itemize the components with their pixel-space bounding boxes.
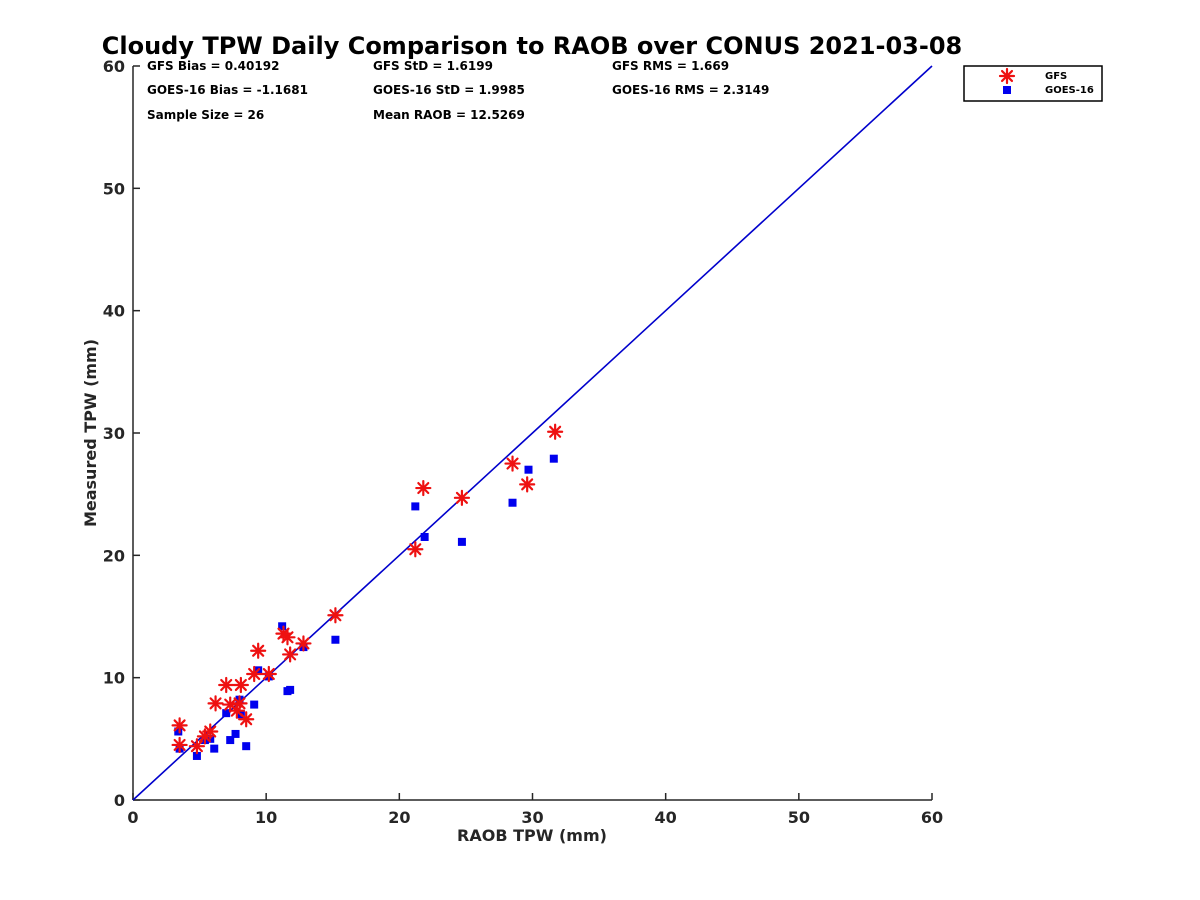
y-tick-label: 40: [103, 302, 125, 321]
x-tick-label: 0: [127, 808, 138, 827]
chart-title: Cloudy TPW Daily Comparison to RAOB over…: [102, 32, 962, 60]
gfs-point: [231, 695, 248, 712]
y-tick-label: 60: [103, 57, 125, 76]
legend: GFS GOES-16: [963, 65, 1103, 102]
gfs-point: [218, 676, 235, 694]
data-points: [171, 423, 564, 760]
goes16-point: [231, 729, 240, 738]
gfs-point: [282, 646, 299, 663]
gfs-point: [238, 711, 255, 728]
x-tick-label: 40: [655, 808, 677, 827]
gfs-point: [504, 455, 521, 472]
x-tick-label: 20: [388, 808, 410, 827]
gfs-point: [171, 736, 188, 754]
gfs-point: [188, 738, 206, 755]
gfs-point: [202, 723, 219, 740]
stat-gfs-rms: GFS RMS = 1.669: [612, 59, 729, 73]
gfs-point: [547, 423, 564, 440]
x-tick-label: 50: [788, 808, 810, 827]
goes16-point: [226, 736, 235, 745]
legend-box: [963, 65, 1103, 102]
legend-gfs-asterisk-icon: [998, 67, 1016, 85]
gfs-point: [171, 717, 188, 734]
stat-mean-raob: Mean RAOB = 12.5269: [373, 108, 525, 122]
goes16-point: [457, 537, 466, 546]
gfs-point: [207, 695, 224, 712]
goes16-point: [174, 727, 183, 736]
x-tick-label: 30: [521, 808, 543, 827]
legend-goes-square-icon: [1003, 86, 1011, 94]
one-to-one-line: [132, 65, 933, 801]
goes16-point: [250, 700, 259, 709]
y-tick-label: 20: [103, 546, 125, 565]
stat-goes-bias: GOES-16 Bias = -1.1681: [147, 83, 308, 97]
legend-gfs-label: GFS: [1045, 71, 1067, 82]
goes16-point: [549, 454, 558, 463]
legend-goes-label: GOES-16: [1045, 85, 1094, 96]
goes16-point: [242, 742, 251, 751]
gfs-point: [327, 607, 344, 624]
y-tick-label: 10: [103, 669, 125, 688]
gfs-point: [250, 642, 267, 659]
gfs-point: [407, 541, 424, 558]
stat-goes-rms: GOES-16 RMS = 2.3149: [612, 83, 769, 97]
goes16-point: [222, 709, 231, 718]
goes16-point: [524, 465, 533, 474]
goes16-point: [411, 502, 420, 511]
x-axis-label: RAOB TPW (mm): [457, 826, 607, 845]
gfs-point: [519, 476, 536, 493]
goes16-point: [192, 751, 201, 760]
y-tick-label: 0: [114, 791, 125, 810]
y-tick-label: 50: [103, 179, 125, 198]
goes16-point: [286, 685, 295, 694]
gfs-point: [453, 489, 471, 506]
goes16-point: [278, 622, 287, 631]
goes16-point: [508, 498, 517, 507]
goes16-point: [210, 744, 219, 753]
gfs-point: [279, 629, 296, 646]
stat-gfs-std: GFS StD = 1.6199: [373, 59, 493, 73]
y-axis-label: Measured TPW (mm): [81, 339, 100, 527]
x-tick-label: 10: [255, 808, 277, 827]
y-tick-label: 30: [103, 424, 125, 443]
x-tick-label: 60: [921, 808, 943, 827]
gfs-point: [260, 665, 277, 683]
stat-goes-std: GOES-16 StD = 1.9985: [373, 83, 525, 97]
stat-gfs-bias: GFS Bias = 0.40192: [147, 59, 279, 73]
goes16-point: [331, 635, 340, 644]
gfs-point: [246, 665, 263, 683]
gfs-point: [295, 635, 312, 652]
legend-gfs-asterisk: [998, 67, 1016, 85]
axis-ticks: 0 10 20 30 40 50 60 0 10 20 30 40 50 60: [103, 57, 943, 827]
gfs-point: [232, 676, 249, 694]
goes16-point: [420, 532, 429, 541]
gfs-point: [415, 479, 432, 497]
stats-block: GFS Bias = 0.40192 GOES-16 Bias = -1.168…: [147, 59, 769, 122]
stat-sample-size: Sample Size = 26: [147, 108, 264, 122]
